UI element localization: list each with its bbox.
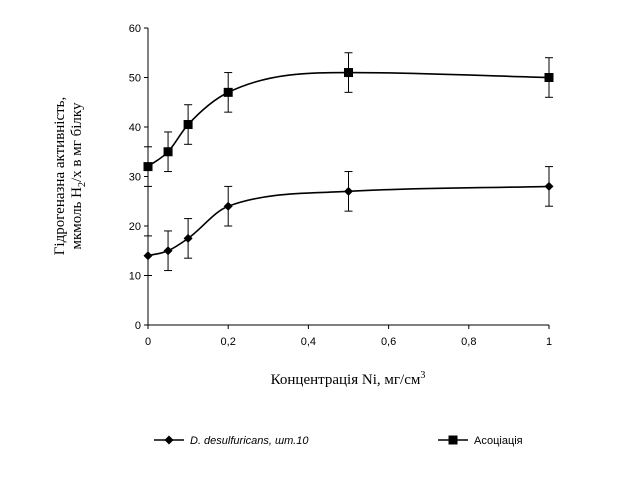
y-tick-label: 40 <box>129 122 141 134</box>
x-tick-label: 1 <box>546 336 552 348</box>
x-tick-label: 0,2 <box>221 336 236 348</box>
legend-label-series-2: Асоціація <box>474 435 523 447</box>
axes <box>144 27 550 329</box>
data-point-diamond <box>544 181 554 191</box>
series-1 <box>143 166 554 276</box>
y-tick-label: 0 <box>135 320 141 332</box>
y-axis-title-line2-a: мкмоль H <box>69 187 85 250</box>
y-tick-label: 60 <box>129 23 141 35</box>
y-tick-label: 10 <box>129 271 141 283</box>
data-point-diamond <box>223 201 233 211</box>
y-axis-title-line2-b: /х в мг білку <box>69 102 85 182</box>
x-tick-label: 0,4 <box>301 336 316 348</box>
x-axis-title: Концентрація Ni, мг/см3 <box>271 370 426 388</box>
series-2 <box>143 52 554 187</box>
legend-entry-series-2: Асоціація <box>438 435 523 447</box>
x-tick-label: 0 <box>145 336 151 348</box>
y-tick-label: 30 <box>129 172 141 184</box>
data-point-diamond <box>183 233 193 243</box>
data-point-square <box>183 120 193 130</box>
y-tick-label: 20 <box>129 221 141 233</box>
legend-marker-series-1 <box>164 435 174 445</box>
y-axis-title: Гідрогеназна активність, мкмоль H2/х в м… <box>52 97 88 256</box>
x-tick-label: 0,8 <box>461 336 476 348</box>
legend-label-series-1: D. desulfuricans, шт.10 <box>190 435 309 447</box>
data-point-square <box>544 73 554 82</box>
tick-labels: 0 10 20 30 40 50 60 0 0,2 0,4 0,6 0,8 1 <box>129 23 552 348</box>
data-point-square <box>223 87 233 97</box>
y-tick-label: 50 <box>129 73 141 85</box>
x-axis-title-superscript: 3 <box>420 370 425 381</box>
data-point-diamond <box>344 186 353 196</box>
data-point-square <box>163 147 173 157</box>
data-point-diamond <box>163 246 173 256</box>
legend: D. desulfuricans, шт.10 Асоціація <box>154 435 523 447</box>
y-axis-title-line1: Гідрогеназна активність, <box>52 97 68 256</box>
y-axis-title-line2-sub: 2 <box>77 182 88 187</box>
plot-area <box>143 52 554 276</box>
y-axis-title-line2: мкмоль H2/х в мг білку <box>69 102 88 249</box>
legend-marker-series-2 <box>448 435 458 445</box>
legend-entry-series-1: D. desulfuricans, шт.10 <box>154 435 309 447</box>
x-axis-title-main: Концентрація Ni, мг/см <box>271 372 421 388</box>
x-tick-label: 0,6 <box>381 336 396 348</box>
data-point-square <box>344 68 353 78</box>
